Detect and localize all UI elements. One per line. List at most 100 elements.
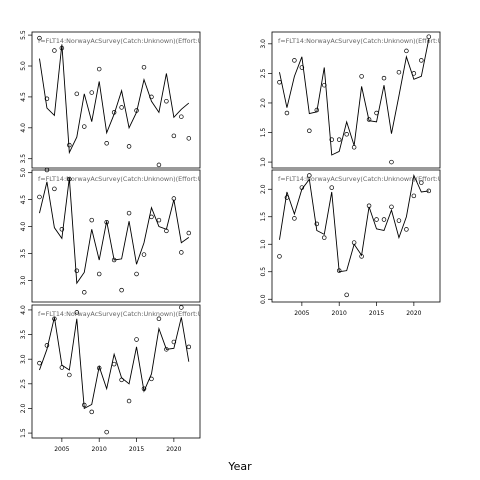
observed-point (37, 360, 42, 366)
x-tick-label: 2010 (332, 310, 347, 317)
observed-point (82, 124, 87, 129)
observed-point (314, 107, 320, 113)
observed-point (186, 344, 192, 350)
fitted-series-line (39, 317, 190, 410)
observed-point (322, 235, 327, 240)
observed-point (179, 305, 184, 310)
observed-point (149, 94, 154, 100)
panel-frame (271, 31, 441, 169)
observed-point (149, 376, 154, 382)
observed-point (366, 203, 372, 209)
observed-point (307, 128, 312, 133)
y-tick-label: 1.5 (20, 428, 27, 438)
observed-point (141, 64, 147, 70)
observed-point (96, 365, 102, 371)
fitted-series-line (279, 173, 429, 273)
y-tick-label: 5.0 (20, 168, 27, 178)
observed-point (381, 75, 387, 81)
observed-point (52, 186, 57, 192)
observed-point (389, 159, 394, 165)
panel-frame (31, 169, 201, 303)
observed-point (119, 377, 124, 383)
observed-point (359, 74, 364, 79)
observed-point (96, 66, 102, 72)
panel-4: f=FLT14:NorwayAcSurvey(Catch:Unknown)(Ef… (260, 169, 470, 317)
panel-title: f=FLT14:NorwayAcSurvey(Catch:Unknown)(Ef… (38, 310, 230, 318)
y-tick-label: 4.5 (20, 92, 27, 102)
fitted-series-line (39, 178, 190, 285)
observed-point (59, 45, 65, 51)
observed-point (186, 230, 192, 236)
observed-point (336, 137, 342, 142)
observed-point (126, 210, 132, 216)
y-tick-label: 5.0 (20, 61, 27, 71)
observed-point (134, 337, 139, 342)
observed-point (141, 386, 147, 391)
x-tick-label: 2010 (92, 446, 107, 453)
y-tick-label: 0.0 (260, 294, 267, 304)
observed-point (59, 365, 65, 370)
observed-point (396, 218, 402, 223)
observed-point (164, 347, 169, 352)
observed-point (59, 227, 65, 232)
panel-title: f=FLT14:NorwayAcSurvey(Catch:Unknown)(Ef… (278, 175, 470, 183)
observed-point (126, 144, 132, 149)
y-tick-label: 2.5 (260, 68, 267, 78)
observed-point (82, 402, 87, 408)
panel-frame (31, 31, 201, 169)
panel-2: f=FLT14:NorwayAcSurvey(Catch:Unknown)(Ef… (260, 31, 441, 169)
x-tick-label: 2015 (129, 446, 144, 453)
observed-point (44, 343, 50, 348)
observed-point (351, 145, 357, 150)
observed-point (149, 214, 154, 220)
panels-group: f=FLT14:NorwayAcSurvey(Catch:Unknown)(Ef… (20, 30, 470, 453)
observed-point (186, 136, 192, 141)
observed-point (179, 250, 184, 255)
observed-point (299, 65, 305, 70)
observed-point (67, 372, 72, 378)
y-tick-label: 0.5 (260, 267, 267, 277)
observed-point (156, 162, 162, 168)
y-tick-label: 3.0 (20, 275, 27, 285)
observed-point (411, 193, 417, 199)
observed-point (344, 292, 349, 298)
observed-point (292, 58, 297, 63)
observed-point (329, 185, 334, 190)
observed-point (104, 220, 109, 225)
observed-point (44, 96, 50, 102)
observed-point (419, 58, 424, 63)
observed-point (404, 227, 409, 232)
observed-point (171, 196, 177, 201)
observed-point (307, 173, 312, 178)
observed-point (164, 98, 169, 104)
observed-point (141, 252, 147, 257)
y-tick-label: 4.0 (20, 305, 27, 315)
y-tick-label: 2.0 (260, 98, 267, 108)
observed-point (396, 69, 402, 75)
observed-point (366, 117, 372, 122)
observed-point (344, 132, 349, 137)
observed-point (89, 217, 94, 223)
observed-point (381, 217, 387, 222)
panel-title: f=FLT14:NorwayAcSurvey(Catch:Unknown)(Ef… (38, 37, 230, 45)
panel-frame (31, 304, 201, 439)
observed-point (37, 194, 42, 200)
x-tick-label: 2005 (54, 446, 69, 453)
y-tick-label: 2.0 (260, 184, 267, 194)
observed-point (111, 361, 117, 367)
observed-point (314, 221, 320, 227)
observed-point (419, 180, 424, 185)
observed-point (156, 217, 162, 223)
observed-point (171, 339, 177, 345)
observed-point (104, 429, 109, 435)
observed-point (411, 71, 417, 76)
observed-point (374, 110, 379, 116)
x-tick-label: 2005 (294, 310, 309, 317)
panel-5: f=FLT14:NorwayAcSurvey(Catch:Unknown)(Ef… (20, 304, 230, 453)
observed-point (134, 108, 139, 113)
observed-point (119, 287, 124, 293)
observed-point (284, 195, 290, 200)
observed-point (52, 48, 57, 53)
observed-point (359, 254, 364, 259)
